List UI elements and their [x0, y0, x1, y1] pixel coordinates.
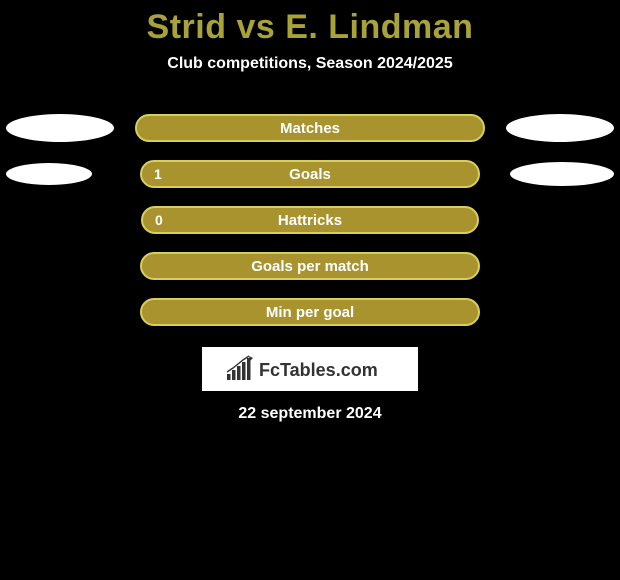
stat-left-value: 1 [154, 166, 162, 182]
footer-logo: FcTables.com [202, 347, 418, 391]
stat-bar: Min per goal [140, 298, 480, 326]
stat-bar: Hattricks0 [141, 206, 479, 234]
stat-label: Min per goal [142, 304, 478, 321]
stat-row: Min per goal [0, 289, 620, 335]
stat-row: Goals1 [0, 151, 620, 197]
left-marker [6, 114, 114, 142]
stat-row: Hattricks0 [0, 197, 620, 243]
left-marker [6, 163, 92, 185]
date-label: 22 september 2024 [0, 405, 620, 423]
stat-bar: Matches [135, 114, 485, 142]
stat-row: Goals per match [0, 243, 620, 289]
stat-bar: Goals1 [140, 160, 480, 188]
stat-left-value: 0 [155, 212, 163, 228]
page-title: Strid vs E. Lindman [0, 0, 620, 47]
logo-text: FcTables.com [259, 360, 378, 380]
stat-bar: Goals per match [140, 252, 480, 280]
subtitle: Club competitions, Season 2024/2025 [0, 55, 620, 73]
stat-label: Matches [137, 120, 483, 137]
right-marker [510, 162, 614, 186]
stat-label: Goals [142, 166, 478, 183]
comparison-rows: Matches Goals1 Hattricks0 Goals per match Mi… [0, 105, 620, 335]
stat-label: Hattricks [143, 212, 477, 229]
stat-label: Goals per match [142, 258, 478, 275]
right-marker [506, 114, 614, 142]
stat-row: Matches [0, 105, 620, 151]
fctables-icon [227, 356, 253, 380]
